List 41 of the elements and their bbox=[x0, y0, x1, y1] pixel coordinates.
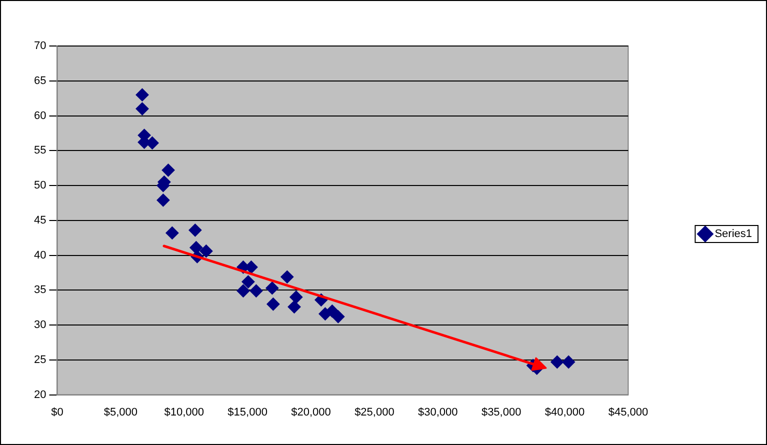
x-tick-label: $20,000 bbox=[291, 406, 331, 418]
point bbox=[266, 282, 279, 295]
legend-label: Series1 bbox=[714, 228, 752, 240]
point bbox=[242, 275, 255, 288]
point bbox=[136, 88, 149, 102]
point bbox=[288, 300, 301, 314]
point bbox=[250, 284, 263, 298]
y-tick-label: 50 bbox=[34, 180, 46, 192]
y-tick-label: 65 bbox=[34, 74, 46, 87]
point bbox=[280, 270, 294, 284]
point bbox=[550, 356, 564, 369]
y-tick-label: 30 bbox=[34, 319, 46, 332]
y-tick-label: 55 bbox=[34, 144, 46, 157]
point bbox=[236, 284, 250, 298]
x-tick-label: $15,000 bbox=[228, 406, 268, 418]
point bbox=[562, 356, 576, 369]
point bbox=[266, 298, 280, 311]
y-tick-label: 25 bbox=[34, 354, 46, 366]
x-tick-label: $10,000 bbox=[164, 406, 204, 418]
point bbox=[290, 290, 303, 304]
y-tick-label: 45 bbox=[34, 214, 46, 226]
point bbox=[188, 224, 202, 237]
y-tick-label: 60 bbox=[34, 110, 46, 122]
y-tick-label: 35 bbox=[34, 284, 46, 296]
y-tick-label: 70 bbox=[34, 40, 46, 52]
point bbox=[156, 194, 170, 207]
x-tick-label: $0 bbox=[51, 406, 64, 418]
x-tick-label: $25,000 bbox=[354, 406, 394, 418]
y-tick-label: 20 bbox=[34, 388, 46, 401]
point bbox=[332, 310, 345, 324]
x-tick-label: $40,000 bbox=[544, 406, 585, 418]
x-tick-label: $5,000 bbox=[104, 406, 138, 418]
point bbox=[146, 136, 159, 150]
point bbox=[136, 102, 149, 116]
y-tick-label: 40 bbox=[34, 249, 46, 262]
point bbox=[166, 226, 179, 240]
x-tick-label: $30,000 bbox=[418, 406, 458, 418]
point bbox=[200, 244, 213, 258]
x-tick-label: $35,000 bbox=[481, 406, 522, 418]
point bbox=[162, 164, 175, 177]
x-tick-label: $45,000 bbox=[608, 406, 648, 418]
